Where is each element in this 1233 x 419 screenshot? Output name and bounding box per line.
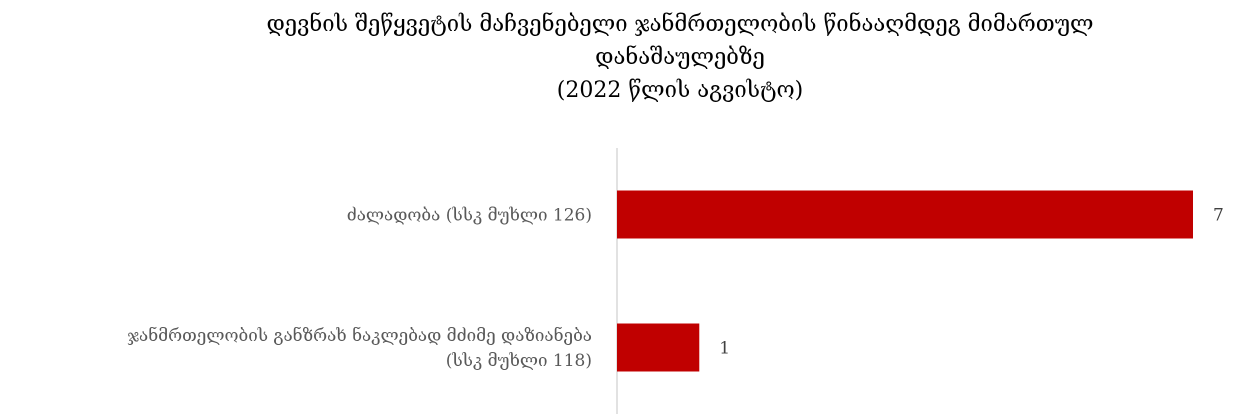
bar-0 (617, 190, 1193, 239)
category-label-1-line-1: (სსკ მუხლი 118) (446, 351, 592, 371)
data-label-0: 7 (1213, 206, 1224, 226)
category-label-0-line-0: ძალადობა (სსკ მუხლი 126) (347, 206, 592, 226)
chart-title-line-2: დანაშაულებზე (595, 45, 765, 70)
data-label-1: 1 (719, 339, 730, 359)
chart-title-line-3: (2022 წლის აგვისტო) (556, 78, 804, 103)
category-label-1-line-0: ჯანმრთელობის განზრახ ნაკლებად მძიმე დაზი… (127, 326, 592, 346)
chart-title-line-1: დევნის შეწყვეტის მაჩვენებელი ჯანმრთელობი… (266, 12, 1094, 37)
bar-1 (617, 323, 700, 372)
chart-title: დევნის შეწყვეტის მაჩვენებელი ჯანმრთელობი… (130, 8, 1230, 107)
